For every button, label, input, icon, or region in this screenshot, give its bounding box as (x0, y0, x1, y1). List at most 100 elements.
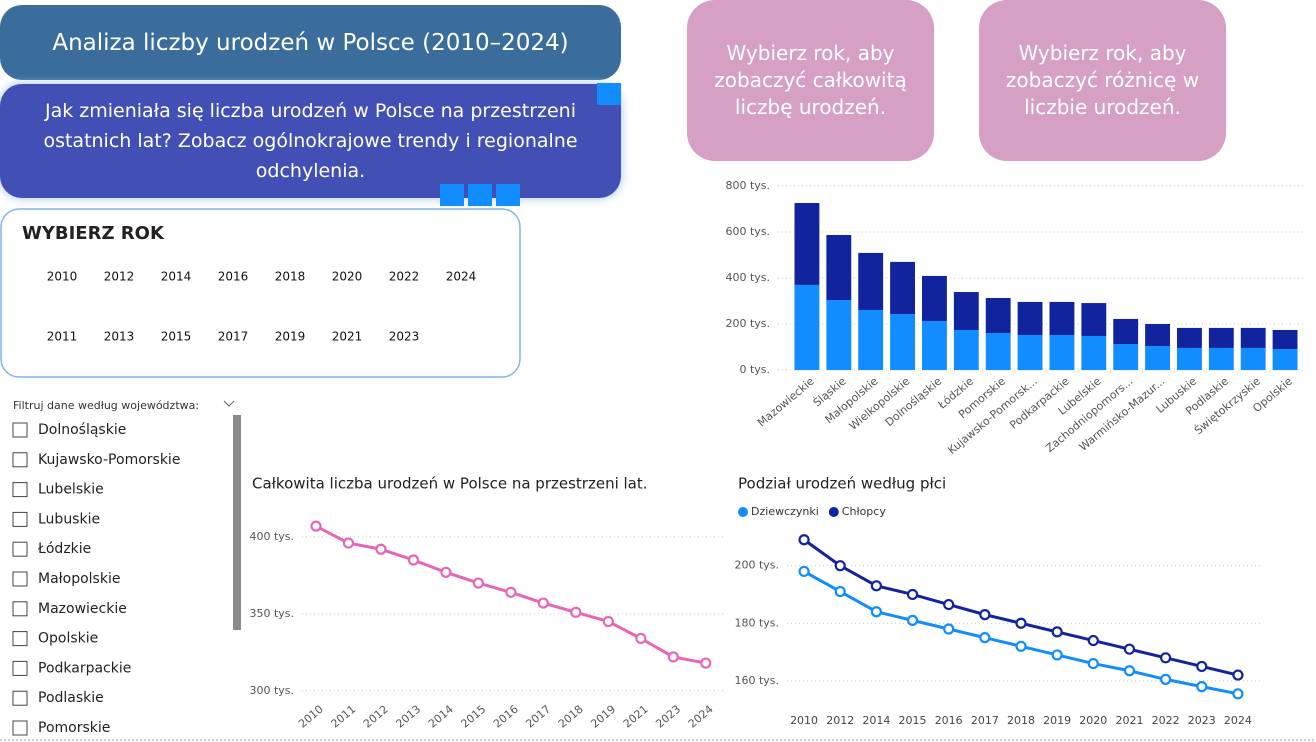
year-option[interactable]: 2024 (446, 270, 477, 284)
bar-segment (1145, 324, 1170, 347)
y-tick-label: 800 tys. (725, 179, 770, 192)
checkbox[interactable] (12, 601, 28, 617)
x-tick-label: 2014 (862, 714, 890, 727)
bar-segment (890, 261, 915, 315)
point (943, 598, 955, 611)
subtitle-box: Jak zmieniała się liczba urodzeń w Polsc… (0, 84, 621, 198)
more-icon[interactable] (496, 184, 520, 206)
year-option[interactable]: 2022 (389, 270, 420, 284)
year-option[interactable]: 2020 (332, 270, 363, 284)
filter-item[interactable]: Małopolskie (38, 571, 120, 587)
bar-segment (1017, 301, 1043, 336)
checkbox[interactable] (12, 452, 28, 468)
x-tick-label: 2014 (426, 703, 456, 731)
slicer-box (0, 208, 521, 378)
point (667, 651, 679, 663)
year-option[interactable]: 2012 (104, 270, 135, 284)
point (635, 632, 647, 645)
checkbox[interactable] (12, 690, 28, 706)
legend-marker (828, 507, 839, 517)
checkbox[interactable] (12, 631, 28, 647)
year-option[interactable]: 2021 (332, 330, 363, 344)
bar-segment (1049, 335, 1075, 370)
bar-segment (1113, 344, 1139, 370)
bar-segment (953, 292, 979, 330)
point (870, 580, 882, 592)
x-tick-label: 2018 (556, 703, 586, 731)
bar-segment (1049, 301, 1075, 336)
filter-item[interactable]: Podkarpackie (38, 660, 131, 676)
checkbox[interactable] (12, 422, 28, 438)
point (1160, 652, 1172, 664)
bar-segment (985, 298, 1011, 333)
point (602, 615, 614, 628)
filter-item[interactable]: Pomorskie (38, 720, 110, 736)
filter-item[interactable]: Kujawsko-Pomorskie (38, 452, 180, 468)
filter-item[interactable]: Mazowieckie (38, 601, 127, 617)
filter-icon[interactable] (440, 184, 464, 206)
x-tick-label: 2023 (653, 703, 683, 731)
year-option[interactable]: 2018 (275, 270, 306, 284)
y-tick-label: 400 tys. (249, 530, 294, 543)
y-tick-label: 180 tys. (734, 616, 779, 629)
legend-marker (738, 507, 748, 517)
checkbox[interactable] (12, 511, 28, 527)
year-option[interactable]: 2017 (218, 330, 249, 344)
filter-item[interactable]: Lubelskie (38, 482, 104, 498)
focus-icon[interactable] (468, 184, 492, 206)
checkbox[interactable] (12, 660, 28, 676)
x-tick-label: 2016 (935, 714, 963, 727)
x-tick-label: Mazowieckie (755, 374, 817, 429)
filter-item[interactable]: Łódzkie (37, 541, 91, 557)
point (537, 597, 549, 609)
checkbox[interactable] (12, 482, 28, 498)
filter-item[interactable]: Lubuskie (38, 511, 100, 527)
checkbox[interactable] (12, 541, 28, 557)
bar-segment (858, 309, 884, 370)
x-tick-label: 2012 (361, 703, 391, 731)
point (505, 586, 517, 598)
dropdown-arrow[interactable] (223, 400, 235, 407)
bar-segment (826, 234, 852, 301)
year-option[interactable]: 2023 (389, 330, 420, 344)
bar-segment (890, 314, 915, 370)
year-option[interactable]: 2010 (47, 270, 78, 284)
point (1232, 688, 1244, 700)
checkbox[interactable] (12, 720, 28, 736)
x-tick-label: 2011 (329, 703, 359, 731)
year-option[interactable]: 2016 (218, 270, 249, 284)
x-tick-label: 2010 (790, 714, 818, 727)
x-tick-label: 2010 (296, 703, 326, 731)
legend-label: Chłopcy (842, 505, 887, 518)
filter-item[interactable]: Dolnośląskie (38, 422, 126, 438)
x-tick-label: 2024 (686, 703, 716, 731)
year-option[interactable]: 2011 (47, 330, 78, 344)
year-option[interactable]: 2019 (275, 330, 306, 344)
button[interactable]: Wybierz rok, aby zobaczyć całkowitą licz… (687, 0, 934, 161)
filter-item[interactable]: Podlaskie (38, 690, 104, 706)
year-option[interactable]: 2013 (104, 330, 135, 344)
point (834, 585, 846, 598)
point (1160, 673, 1172, 686)
year-option[interactable]: 2015 (161, 330, 192, 344)
point (440, 566, 452, 578)
x-tick-label: 2016 (491, 703, 521, 731)
bar-segment (1113, 318, 1139, 345)
bar-segment (953, 329, 979, 370)
scrollbar[interactable] (233, 415, 241, 630)
filter-item[interactable]: Opolskie (38, 631, 98, 647)
checkbox[interactable] (12, 571, 28, 587)
point (1087, 634, 1099, 647)
bar-segment (1145, 346, 1170, 370)
button[interactable]: Wybierz rok, aby zobaczyć różnicę w licz… (979, 0, 1226, 161)
bar-segment (1208, 327, 1234, 348)
point (1196, 681, 1208, 693)
more-icon[interactable] (597, 83, 621, 105)
x-tick-label: 2021 (1115, 714, 1143, 727)
point (906, 614, 919, 626)
year-option[interactable]: 2014 (161, 270, 192, 284)
point (1232, 669, 1244, 681)
y-tick-label: 400 tys. (725, 271, 770, 284)
